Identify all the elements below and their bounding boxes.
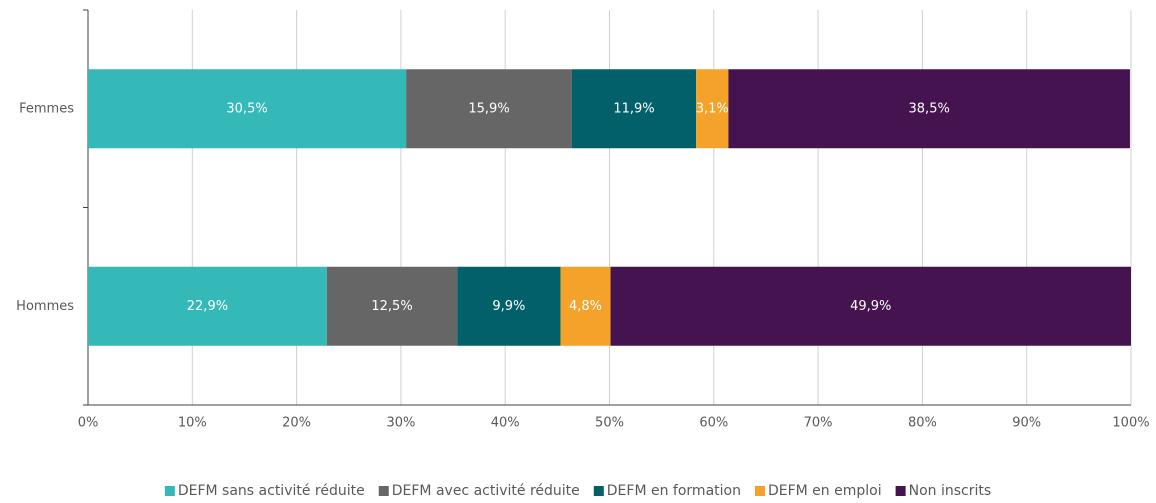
bar-segment xyxy=(88,69,407,149)
legend-label: DEFM en formation xyxy=(607,483,741,499)
x-tick-label: 0% xyxy=(78,416,99,431)
x-tick-label: 30% xyxy=(386,416,415,431)
x-tick-label: 20% xyxy=(282,416,311,431)
value-label: 15,9% xyxy=(468,101,509,116)
legend-label: Non inscrits xyxy=(909,483,992,499)
y-tick-label: Hommes xyxy=(16,299,74,314)
legend-swatch xyxy=(593,486,604,496)
value-label: 30,5% xyxy=(226,101,267,116)
legend-label: DEFM en emploi xyxy=(768,483,882,499)
value-label: 4,8% xyxy=(569,299,602,314)
value-label: 3,1% xyxy=(696,101,729,116)
bar-segment xyxy=(610,266,1131,346)
value-label: 12,5% xyxy=(371,299,412,314)
bar-segment xyxy=(88,266,327,346)
bar-segment xyxy=(728,69,1130,149)
x-tick-label: 50% xyxy=(595,416,624,431)
legend-swatch xyxy=(754,486,765,496)
x-tick-label: 40% xyxy=(491,416,520,431)
value-label: 11,9% xyxy=(613,101,654,116)
bar-segment xyxy=(406,69,572,149)
x-tick-label: 100% xyxy=(1112,416,1149,431)
y-tick-label: Femmes xyxy=(19,101,74,116)
value-label: 38,5% xyxy=(909,101,950,116)
bar-segment xyxy=(457,266,561,346)
legend-label: DEFM avec activité réduite xyxy=(392,483,580,499)
bar-segment xyxy=(326,266,458,346)
bar-segment xyxy=(560,266,611,346)
value-label: 22,9% xyxy=(187,299,228,314)
x-tick-label: 10% xyxy=(178,416,207,431)
value-label: 9,9% xyxy=(492,299,525,314)
legend-label: DEFM sans activité réduite xyxy=(178,483,365,499)
x-tick-label: 70% xyxy=(804,416,833,431)
x-tick-label: 80% xyxy=(908,416,937,431)
legend-swatch xyxy=(378,486,389,496)
legend-swatch xyxy=(895,486,906,496)
legend-swatch xyxy=(164,486,175,496)
bar-segment xyxy=(696,69,729,149)
x-tick-label: 60% xyxy=(699,416,728,431)
value-label: 49,9% xyxy=(850,299,891,314)
bar-segment xyxy=(571,69,697,149)
x-tick-label: 90% xyxy=(1012,416,1041,431)
